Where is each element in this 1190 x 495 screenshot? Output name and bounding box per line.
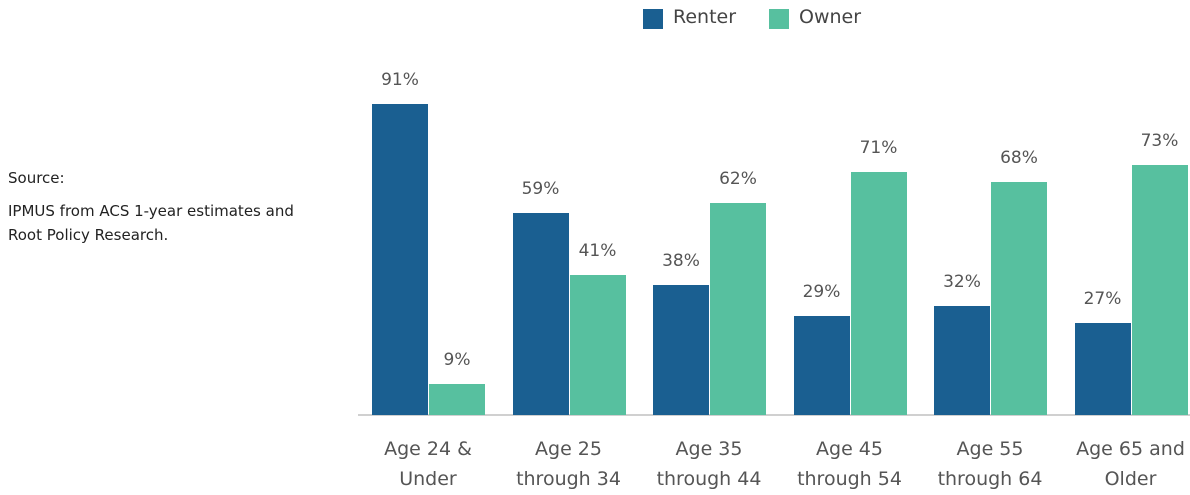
- axis-line: [358, 414, 1190, 416]
- bar: [569, 274, 626, 415]
- bar: [512, 213, 569, 415]
- value-label: 29%: [802, 281, 841, 302]
- bar: [850, 172, 907, 415]
- value-label: 68%: [1000, 148, 1038, 169]
- legend-label: Owner: [799, 6, 862, 28]
- value-label: 32%: [943, 271, 981, 292]
- value-label: 71%: [859, 138, 898, 159]
- bar: [710, 202, 766, 415]
- value-label: 41%: [578, 240, 617, 261]
- value-label: 9%: [443, 350, 471, 371]
- x-tick-label: Age 45 through 54: [797, 438, 902, 490]
- value-label: 91%: [381, 69, 419, 90]
- x-tick-label: Age 24 & Under: [384, 438, 472, 490]
- bar: [1131, 165, 1188, 415]
- legend-swatch: [643, 9, 663, 29]
- bar: [653, 285, 709, 415]
- bar: [1074, 322, 1131, 415]
- value-label: 27%: [1083, 288, 1122, 309]
- value-label: 38%: [662, 251, 700, 272]
- bar: [934, 305, 990, 415]
- value-label: 59%: [521, 179, 560, 200]
- source-label: Source:: [8, 169, 65, 187]
- value-label: 73%: [1140, 131, 1179, 152]
- bar: [372, 103, 428, 415]
- bar: [429, 384, 485, 415]
- source-text: IPMUS from ACS 1-year estimates and Root…: [8, 202, 294, 244]
- x-tick-label: Age 35 through 44: [656, 438, 762, 490]
- x-tick-label: Age 25 through 34: [516, 438, 621, 490]
- x-tick-label: Age 55 through 64: [937, 438, 1043, 490]
- value-label: 62%: [719, 168, 757, 189]
- legend-label: Renter: [673, 6, 737, 28]
- bar: [991, 182, 1047, 415]
- x-tick-label: Age 65 and Older: [1076, 438, 1185, 490]
- bar: [793, 315, 850, 415]
- legend-swatch: [769, 9, 789, 29]
